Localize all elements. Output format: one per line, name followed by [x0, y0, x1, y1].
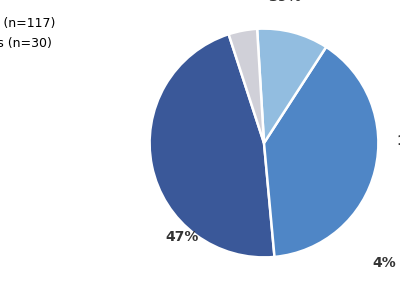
- Text: 10%: 10%: [396, 134, 400, 148]
- Wedge shape: [150, 34, 274, 257]
- Text: 39%: 39%: [268, 0, 301, 3]
- Text: 4%: 4%: [372, 256, 396, 270]
- Text: 47%: 47%: [165, 230, 198, 244]
- Wedge shape: [264, 47, 378, 257]
- Wedge shape: [257, 29, 326, 143]
- Wedge shape: [229, 29, 264, 143]
- Legend: PPI (n=138), Dexamethasone (n=117), Fluoroquinolones (n=30), Others (n=12): PPI (n=138), Dexamethasone (n=117), Fluo…: [0, 0, 58, 72]
